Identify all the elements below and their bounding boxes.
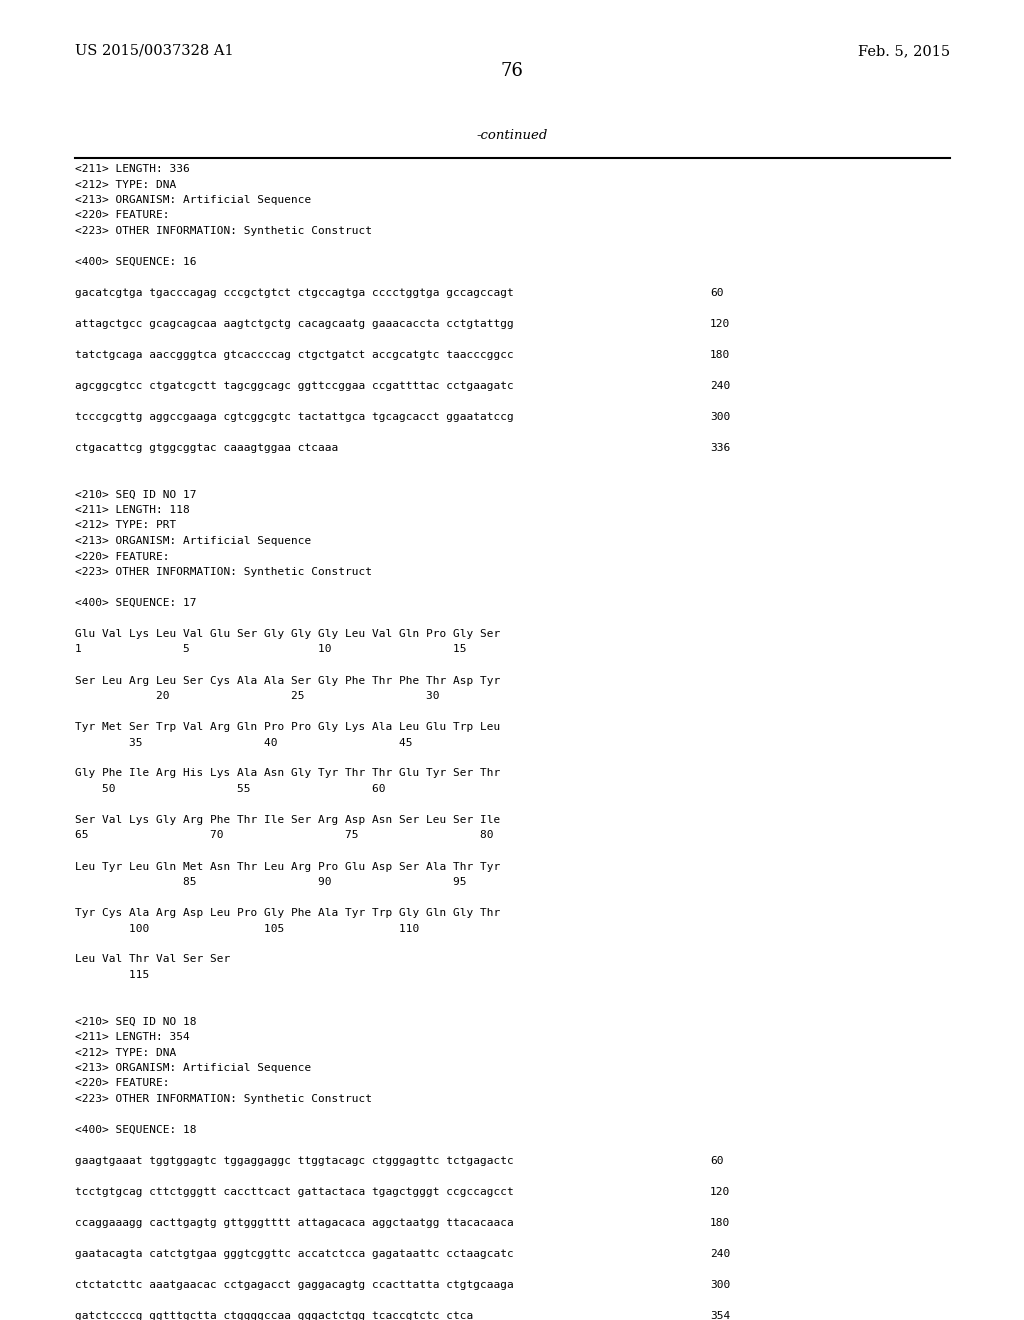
Text: <211> LENGTH: 354: <211> LENGTH: 354 xyxy=(75,1032,189,1041)
Text: <213> ORGANISM: Artificial Sequence: <213> ORGANISM: Artificial Sequence xyxy=(75,195,311,205)
Text: tcccgcgttg aggccgaaga cgtcggcgtc tactattgca tgcagcacct ggaatatccg: tcccgcgttg aggccgaaga cgtcggcgtc tactatt… xyxy=(75,412,514,422)
Text: <210> SEQ ID NO 17: <210> SEQ ID NO 17 xyxy=(75,490,197,499)
Text: 35                  40                  45: 35 40 45 xyxy=(75,738,413,747)
Text: <400> SEQUENCE: 18: <400> SEQUENCE: 18 xyxy=(75,1125,197,1135)
Text: Tyr Cys Ala Arg Asp Leu Pro Gly Phe Ala Tyr Trp Gly Gln Gly Thr: Tyr Cys Ala Arg Asp Leu Pro Gly Phe Ala … xyxy=(75,908,501,917)
Text: 60: 60 xyxy=(710,1156,724,1166)
Text: 100                 105                 110: 100 105 110 xyxy=(75,924,419,933)
Text: <210> SEQ ID NO 18: <210> SEQ ID NO 18 xyxy=(75,1016,197,1027)
Text: Gly Phe Ile Arg His Lys Ala Asn Gly Tyr Thr Thr Glu Tyr Ser Thr: Gly Phe Ile Arg His Lys Ala Asn Gly Tyr … xyxy=(75,768,501,779)
Text: 120: 120 xyxy=(710,1187,730,1197)
Text: Leu Tyr Leu Gln Met Asn Thr Leu Arg Pro Glu Asp Ser Ala Thr Tyr: Leu Tyr Leu Gln Met Asn Thr Leu Arg Pro … xyxy=(75,862,501,871)
Text: gatctccccg ggtttgctta ctggggccaa gggactctgg tcaccgtctc ctca: gatctccccg ggtttgctta ctggggccaa gggactc… xyxy=(75,1311,473,1320)
Text: Tyr Met Ser Trp Val Arg Gln Pro Pro Gly Lys Ala Leu Glu Trp Leu: Tyr Met Ser Trp Val Arg Gln Pro Pro Gly … xyxy=(75,722,501,733)
Text: <223> OTHER INFORMATION: Synthetic Construct: <223> OTHER INFORMATION: Synthetic Const… xyxy=(75,568,372,577)
Text: <220> FEATURE:: <220> FEATURE: xyxy=(75,1078,170,1089)
Text: US 2015/0037328 A1: US 2015/0037328 A1 xyxy=(75,44,233,58)
Text: 240: 240 xyxy=(710,381,730,391)
Text: 354: 354 xyxy=(710,1311,730,1320)
Text: <212> TYPE: PRT: <212> TYPE: PRT xyxy=(75,520,176,531)
Text: <211> LENGTH: 336: <211> LENGTH: 336 xyxy=(75,164,189,174)
Text: <212> TYPE: DNA: <212> TYPE: DNA xyxy=(75,180,176,190)
Text: <220> FEATURE:: <220> FEATURE: xyxy=(75,210,170,220)
Text: 65                  70                  75                  80: 65 70 75 80 xyxy=(75,830,494,841)
Text: gaatacagta catctgtgaa gggtcggttc accatctcca gagataattc cctaagcatc: gaatacagta catctgtgaa gggtcggttc accatct… xyxy=(75,1249,514,1259)
Text: <212> TYPE: DNA: <212> TYPE: DNA xyxy=(75,1048,176,1057)
Text: <223> OTHER INFORMATION: Synthetic Construct: <223> OTHER INFORMATION: Synthetic Const… xyxy=(75,226,372,236)
Text: Ser Val Lys Gly Arg Phe Thr Ile Ser Arg Asp Asn Ser Leu Ser Ile: Ser Val Lys Gly Arg Phe Thr Ile Ser Arg … xyxy=(75,814,501,825)
Text: <223> OTHER INFORMATION: Synthetic Construct: <223> OTHER INFORMATION: Synthetic Const… xyxy=(75,1094,372,1104)
Text: <211> LENGTH: 118: <211> LENGTH: 118 xyxy=(75,506,189,515)
Text: tatctgcaga aaccgggtca gtcaccccag ctgctgatct accgcatgtc taacccggcc: tatctgcaga aaccgggtca gtcaccccag ctgctga… xyxy=(75,350,514,360)
Text: 76: 76 xyxy=(501,62,523,81)
Text: 1               5                   10                  15: 1 5 10 15 xyxy=(75,644,467,655)
Text: <213> ORGANISM: Artificial Sequence: <213> ORGANISM: Artificial Sequence xyxy=(75,1063,311,1073)
Text: 300: 300 xyxy=(710,1280,730,1290)
Text: 85                  90                  95: 85 90 95 xyxy=(75,876,467,887)
Text: Leu Val Thr Val Ser Ser: Leu Val Thr Val Ser Ser xyxy=(75,954,230,965)
Text: 50                  55                  60: 50 55 60 xyxy=(75,784,385,795)
Text: ctgacattcg gtggcggtac caaagtggaa ctcaaa: ctgacattcg gtggcggtac caaagtggaa ctcaaa xyxy=(75,444,338,453)
Text: gacatcgtga tgacccagag cccgctgtct ctgccagtga cccctggtga gccagccagt: gacatcgtga tgacccagag cccgctgtct ctgccag… xyxy=(75,288,514,298)
Text: 180: 180 xyxy=(710,350,730,360)
Text: 180: 180 xyxy=(710,1218,730,1228)
Text: Ser Leu Arg Leu Ser Cys Ala Ala Ser Gly Phe Thr Phe Thr Asp Tyr: Ser Leu Arg Leu Ser Cys Ala Ala Ser Gly … xyxy=(75,676,501,685)
Text: gaagtgaaat tggtggagtc tggaggaggc ttggtacagc ctgggagttc tctgagactc: gaagtgaaat tggtggagtc tggaggaggc ttggtac… xyxy=(75,1156,514,1166)
Text: 300: 300 xyxy=(710,412,730,422)
Text: <400> SEQUENCE: 16: <400> SEQUENCE: 16 xyxy=(75,257,197,267)
Text: 336: 336 xyxy=(710,444,730,453)
Text: 240: 240 xyxy=(710,1249,730,1259)
Text: 20                  25                  30: 20 25 30 xyxy=(75,690,439,701)
Text: ccaggaaagg cacttgagtg gttgggtttt attagacaca aggctaatgg ttacacaaca: ccaggaaagg cacttgagtg gttgggtttt attagac… xyxy=(75,1218,514,1228)
Text: agcggcgtcc ctgatcgctt tagcggcagc ggttccggaa ccgattttac cctgaagatc: agcggcgtcc ctgatcgctt tagcggcagc ggttccg… xyxy=(75,381,514,391)
Text: attagctgcc gcagcagcaa aagtctgctg cacagcaatg gaaacaccta cctgtattgg: attagctgcc gcagcagcaa aagtctgctg cacagca… xyxy=(75,319,514,329)
Text: 60: 60 xyxy=(710,288,724,298)
Text: Feb. 5, 2015: Feb. 5, 2015 xyxy=(858,44,950,58)
Text: <213> ORGANISM: Artificial Sequence: <213> ORGANISM: Artificial Sequence xyxy=(75,536,311,546)
Text: Glu Val Lys Leu Val Glu Ser Gly Gly Gly Leu Val Gln Pro Gly Ser: Glu Val Lys Leu Val Glu Ser Gly Gly Gly … xyxy=(75,630,501,639)
Text: -continued: -continued xyxy=(476,129,548,143)
Text: 120: 120 xyxy=(710,319,730,329)
Text: tcctgtgcag cttctgggtt caccttcact gattactaca tgagctgggt ccgccagcct: tcctgtgcag cttctgggtt caccttcact gattact… xyxy=(75,1187,514,1197)
Text: ctctatcttc aaatgaacac cctgagacct gaggacagtg ccacttatta ctgtgcaaga: ctctatcttc aaatgaacac cctgagacct gaggaca… xyxy=(75,1280,514,1290)
Text: <400> SEQUENCE: 17: <400> SEQUENCE: 17 xyxy=(75,598,197,609)
Text: <220> FEATURE:: <220> FEATURE: xyxy=(75,552,170,561)
Text: 115: 115 xyxy=(75,970,150,979)
